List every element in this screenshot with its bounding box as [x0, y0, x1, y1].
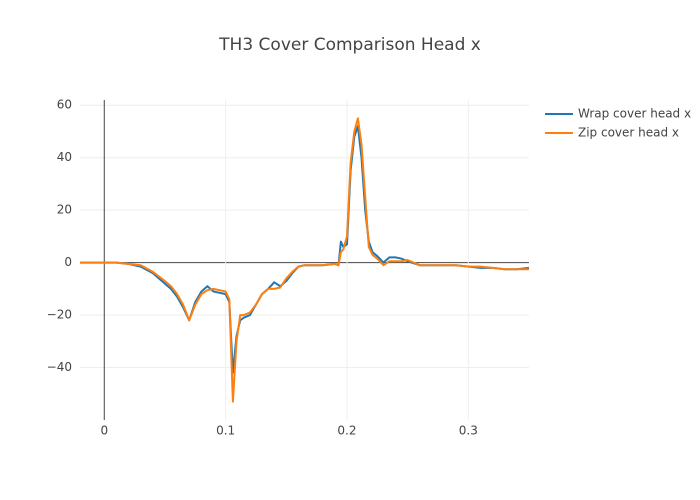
y-tick-label: 20: [57, 203, 72, 217]
y-tick-label: −40: [47, 360, 72, 374]
x-tick-label: 0.2: [337, 424, 356, 438]
x-tick-label: 0.1: [216, 424, 235, 438]
y-tick-label: 60: [57, 98, 72, 112]
y-tick-label: 0: [64, 255, 72, 269]
chart-title: TH3 Cover Comparison Head x: [218, 35, 481, 55]
line: [80, 117, 529, 403]
y-tick-label: 40: [57, 150, 72, 164]
line: [80, 125, 530, 374]
legend-label: Zip cover head x: [578, 126, 679, 140]
x-tick-label: 0.3: [459, 424, 478, 438]
legend-label: Wrap cover head x: [578, 107, 691, 121]
x-tick-label: 0: [100, 424, 108, 438]
y-tick-label: −20: [47, 308, 72, 322]
